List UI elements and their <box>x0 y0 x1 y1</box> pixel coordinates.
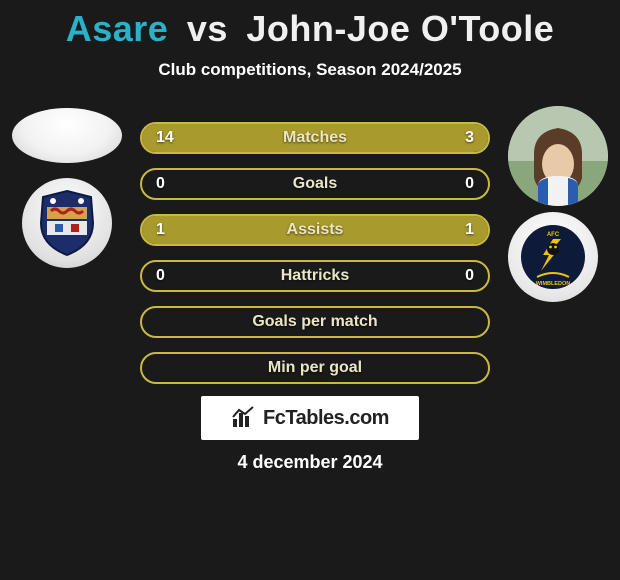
comparison-title: Asare vs John-Joe O'Toole <box>0 0 620 50</box>
stat-value-right: 1 <box>465 216 474 244</box>
footer-date: 4 december 2024 <box>0 452 620 473</box>
stat-label: Goals <box>142 170 488 198</box>
stat-row-goals-per-match: Goals per match <box>140 306 490 338</box>
player2-club-badge: AFC WIMBLEDON <box>508 212 598 302</box>
stat-row-hattricks: Hattricks0 0 <box>140 260 490 292</box>
stat-label: Goals per match <box>142 308 488 336</box>
stat-value-right: 3 <box>465 124 474 152</box>
brand-text: FcTables.com <box>263 407 389 430</box>
stat-value-right: 0 <box>465 262 474 290</box>
stat-value-left: 0 <box>156 170 165 198</box>
player2-name: John-Joe O'Toole <box>246 8 554 49</box>
stat-label: Hattricks <box>142 262 488 290</box>
vs-label: vs <box>187 8 228 49</box>
stat-row-min-per-goal: Min per goal <box>140 352 490 384</box>
player2-avatar <box>508 106 608 206</box>
stat-label: Assists <box>142 216 488 244</box>
svg-text:AFC: AFC <box>547 232 560 238</box>
stat-label: Min per goal <box>142 354 488 382</box>
stat-row-assists: Assists1 1 <box>140 214 490 246</box>
player1-club-badge <box>22 178 112 268</box>
stat-value-left: 0 <box>156 262 165 290</box>
stat-value-right: 0 <box>465 170 474 198</box>
brand-icon <box>231 405 257 431</box>
svg-text:WIMBLEDON: WIMBLEDON <box>536 281 571 287</box>
stat-value-left: 1 <box>156 216 165 244</box>
stat-value-left: 14 <box>156 124 174 152</box>
stat-row-goals: Goals0 0 <box>140 168 490 200</box>
player1-avatar <box>12 108 122 163</box>
player1-name: Asare <box>66 8 169 49</box>
stat-label: Matches <box>142 124 488 152</box>
stat-bars: Matches143Goals00Assists11Hattricks00Goa… <box>140 122 490 398</box>
stat-row-matches: Matches14 3 <box>140 122 490 154</box>
brand-logo: FcTables.com <box>201 396 419 440</box>
subtitle: Club competitions, Season 2024/2025 <box>0 60 620 80</box>
